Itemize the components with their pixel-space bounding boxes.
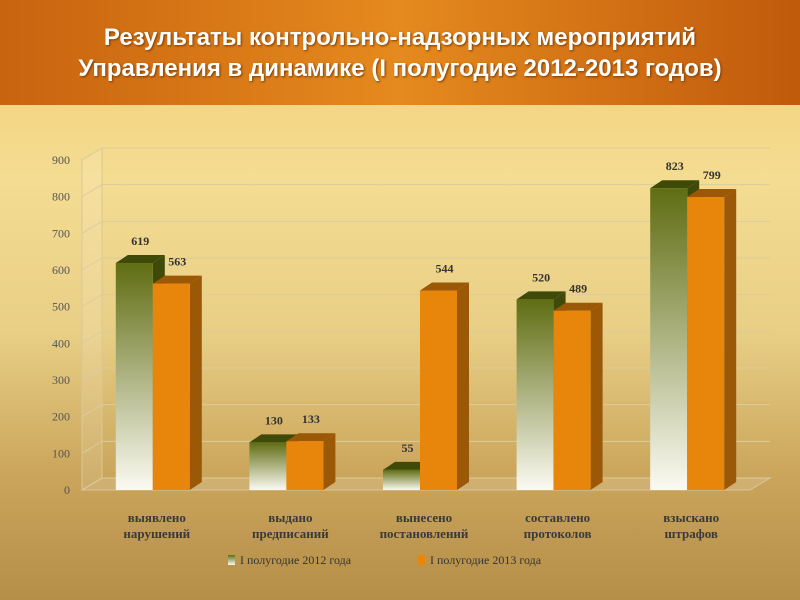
bar-side	[590, 302, 603, 490]
bar-side	[189, 275, 202, 490]
bar	[115, 263, 153, 490]
value-label: 489	[569, 282, 587, 296]
bar-top	[420, 282, 469, 291]
grid-line	[81, 257, 770, 271]
bar-top	[650, 180, 700, 189]
bar	[152, 283, 190, 490]
bar	[383, 469, 420, 490]
y-tick-label: 800	[52, 190, 70, 204]
bar-top	[249, 434, 299, 443]
value-label: 130	[265, 413, 283, 427]
bar	[516, 299, 554, 490]
bar	[687, 197, 725, 491]
header: Результаты контрольно-надзорных мероприя…	[0, 0, 800, 105]
chart-title: Результаты контрольно-надзорных мероприя…	[78, 23, 722, 82]
x-tick-label: выдано предписаний	[252, 510, 329, 541]
y-tick-label: 500	[52, 300, 70, 314]
bar-top	[152, 275, 202, 284]
y-tick-label: 400	[52, 336, 70, 350]
y-tick-label: 700	[52, 226, 70, 240]
x-tick-label: вынесено постановлений	[380, 510, 469, 541]
bar-side	[323, 433, 336, 490]
value-label: 563	[168, 255, 186, 269]
legend-label: I полугодие 2013 года	[430, 553, 542, 567]
value-label: 619	[131, 234, 149, 248]
y-tick-label: 900	[52, 153, 70, 167]
bar-side	[457, 282, 469, 490]
bar-top	[687, 189, 737, 198]
bar-side	[724, 189, 737, 491]
bar-top	[286, 433, 336, 442]
bar	[249, 442, 287, 490]
bar-top	[516, 291, 566, 300]
x-tick-label: взыскано штрафов	[663, 510, 719, 541]
bar-top	[115, 255, 165, 264]
y-tick-label: 200	[52, 410, 70, 424]
value-label: 133	[302, 412, 320, 426]
legend-label: I полугодие 2012 года	[240, 553, 352, 567]
bar	[286, 441, 324, 490]
legend-swatch	[228, 555, 235, 565]
y-tick-label: 100	[52, 446, 70, 460]
value-label: 55	[402, 441, 414, 455]
legend-swatch	[418, 555, 425, 565]
y-tick-label: 0	[64, 483, 70, 497]
value-label: 823	[666, 159, 684, 173]
bar-top	[553, 302, 603, 311]
bar	[553, 310, 591, 490]
bar-top	[383, 461, 432, 470]
wall	[81, 147, 103, 491]
grid-line	[81, 147, 770, 161]
value-label: 544	[436, 262, 454, 276]
x-tick-label: составлено протоколов	[524, 510, 592, 541]
bar	[420, 290, 457, 490]
grid-line	[81, 220, 770, 234]
grid-line	[81, 184, 770, 198]
value-label: 520	[532, 270, 550, 284]
x-tick-label: выявлено нарушений	[123, 510, 190, 541]
y-tick-label: 300	[52, 373, 70, 387]
y-tick-label: 600	[52, 263, 70, 277]
bar	[650, 188, 688, 490]
value-label: 799	[703, 168, 721, 182]
